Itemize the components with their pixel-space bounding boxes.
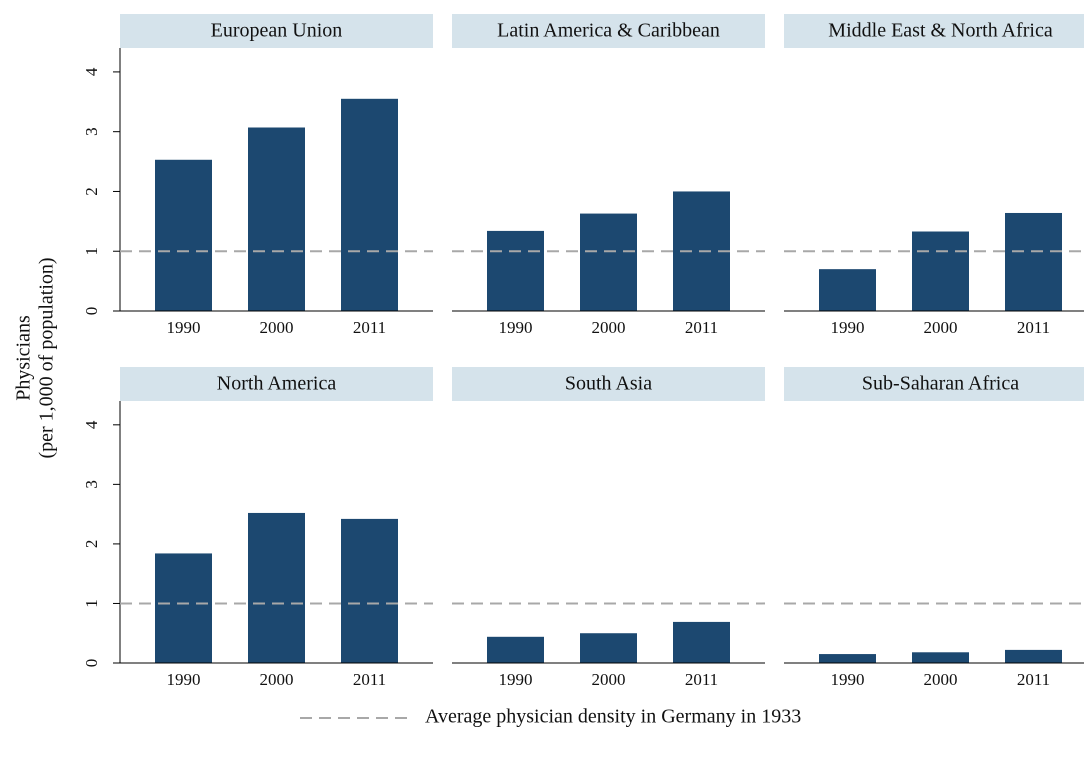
y-tick-label: 2 xyxy=(82,187,101,196)
bar xyxy=(912,231,969,311)
bar xyxy=(819,269,876,311)
y-tick-label: 3 xyxy=(82,127,101,136)
legend-label: Average physician density in Germany in … xyxy=(425,706,801,728)
x-tick-label: 2000 xyxy=(924,670,958,689)
x-tick-label: 2011 xyxy=(1017,318,1050,337)
x-tick-label: 2011 xyxy=(1017,670,1050,689)
x-tick-label: 2011 xyxy=(685,670,718,689)
panel-header xyxy=(784,14,1084,48)
panel-header xyxy=(784,367,1084,401)
x-tick-label: 2011 xyxy=(685,318,718,337)
x-tick-label: 2000 xyxy=(592,318,626,337)
panel-title: European Union xyxy=(211,20,343,42)
y-tick-label: 2 xyxy=(82,540,101,549)
x-tick-label: 2011 xyxy=(353,318,386,337)
y-tick-label: 4 xyxy=(82,420,101,429)
bar xyxy=(248,512,305,663)
y-tick-label: 3 xyxy=(82,480,101,489)
y-tick-label: 1 xyxy=(82,599,101,608)
bar xyxy=(341,518,398,663)
panel-header xyxy=(120,367,433,401)
panel-title: South Asia xyxy=(565,373,652,395)
bar xyxy=(487,636,544,663)
x-tick-label: 1990 xyxy=(499,670,533,689)
bar xyxy=(155,553,212,663)
y-tick-label: 4 xyxy=(82,67,101,76)
panel-title: North America xyxy=(217,373,337,395)
panel-title: Latin America & Caribbean xyxy=(497,20,720,42)
x-tick-label: 2011 xyxy=(353,670,386,689)
bar xyxy=(580,633,637,663)
panel-header xyxy=(452,367,765,401)
y-axis-title: Physicians xyxy=(13,315,35,401)
x-tick-label: 2000 xyxy=(260,670,294,689)
x-tick-label: 1990 xyxy=(831,670,865,689)
bar xyxy=(1005,649,1062,663)
bar xyxy=(1005,212,1062,311)
x-tick-label: 2000 xyxy=(924,318,958,337)
bar xyxy=(341,98,398,311)
panel-title: Sub-Saharan Africa xyxy=(862,373,1019,395)
y-axis-title: (per 1,000 of population) xyxy=(36,257,58,458)
bar xyxy=(248,127,305,311)
x-tick-label: 1990 xyxy=(167,670,201,689)
bar xyxy=(673,621,730,663)
y-tick-label: 0 xyxy=(82,307,101,316)
x-tick-label: 2000 xyxy=(592,670,626,689)
panel-header xyxy=(452,14,765,48)
bar xyxy=(580,213,637,311)
x-tick-label: 1990 xyxy=(499,318,533,337)
bar xyxy=(819,654,876,663)
panel-header xyxy=(120,14,433,48)
x-tick-label: 1990 xyxy=(831,318,865,337)
panel-title: Middle East & North Africa xyxy=(828,20,1053,42)
y-tick-label: 1 xyxy=(82,247,101,256)
x-tick-label: 1990 xyxy=(167,318,201,337)
bar xyxy=(912,652,969,663)
y-tick-label: 0 xyxy=(82,659,101,668)
bar xyxy=(487,230,544,311)
x-tick-label: 2000 xyxy=(260,318,294,337)
bar xyxy=(155,159,212,311)
